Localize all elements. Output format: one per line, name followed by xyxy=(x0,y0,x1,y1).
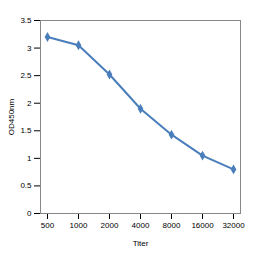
svg-text:4000: 4000 xyxy=(132,221,150,230)
svg-text:0: 0 xyxy=(27,209,32,218)
svg-text:32000: 32000 xyxy=(222,221,245,230)
svg-text:500: 500 xyxy=(41,221,55,230)
svg-text:1000: 1000 xyxy=(70,221,88,230)
svg-text:1.5: 1.5 xyxy=(20,126,32,135)
svg-text:0.5: 0.5 xyxy=(20,181,32,190)
svg-text:Titer: Titer xyxy=(133,239,149,248)
svg-text:3.5: 3.5 xyxy=(20,16,32,25)
svg-text:2.5: 2.5 xyxy=(20,71,32,80)
svg-text:1: 1 xyxy=(27,154,32,163)
svg-text:2000: 2000 xyxy=(101,221,119,230)
svg-text:3: 3 xyxy=(27,44,32,53)
svg-text:2: 2 xyxy=(27,99,32,108)
svg-text:OD450nm: OD450nm xyxy=(7,98,16,135)
svg-text:8000: 8000 xyxy=(163,221,181,230)
svg-text:16000: 16000 xyxy=(191,221,214,230)
